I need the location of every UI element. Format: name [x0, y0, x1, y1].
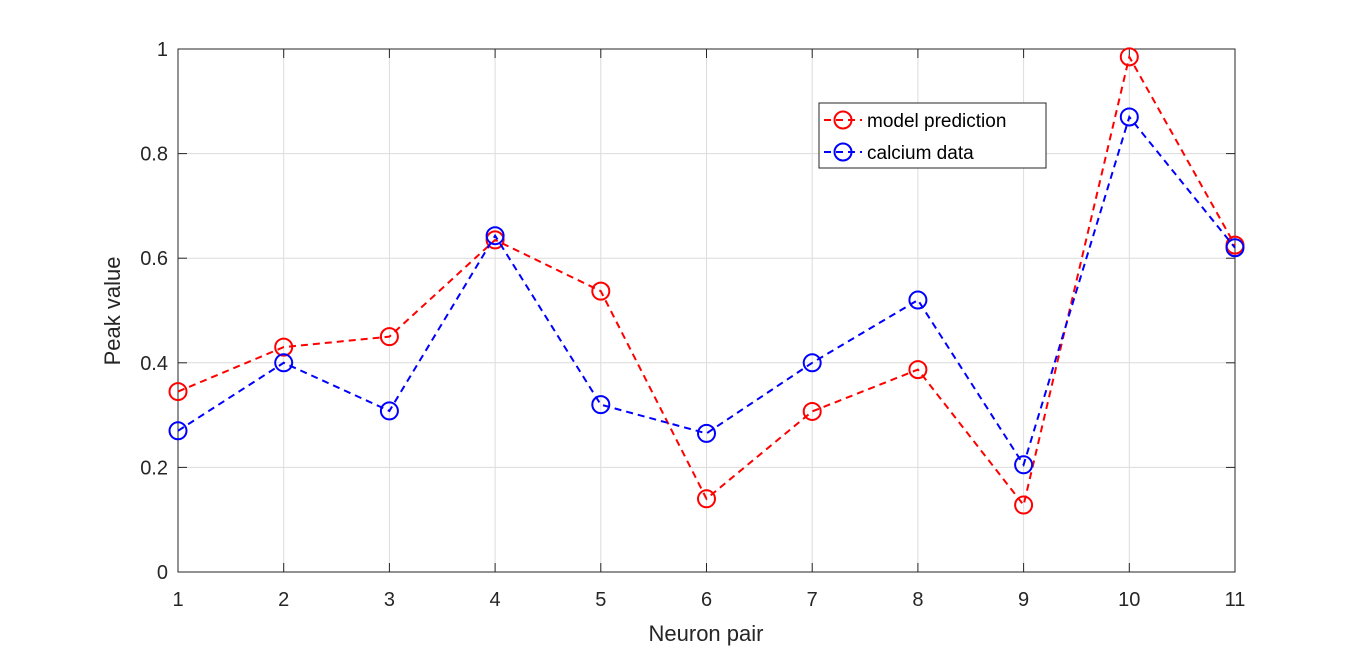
x-tick-label: 9 — [1018, 589, 1029, 611]
data-point-calcium-data — [1225, 238, 1245, 258]
y-axis-label: Peak value — [100, 257, 125, 366]
data-point-calcium-data — [485, 226, 505, 246]
data-point-model-prediction — [591, 281, 611, 301]
data-point-model-prediction — [1119, 47, 1139, 67]
axis-ticks: 1 2 3 4 5 6 7 8 9 10 11 0 0.2 0.4 0.6 0.8 1 — [140, 39, 1245, 611]
x-tick-label: 2 — [278, 589, 289, 611]
data-point-calcium-data — [802, 353, 822, 373]
data-point-calcium-data — [591, 395, 611, 415]
data-point-model-prediction — [379, 327, 399, 347]
data-point-calcium-data — [1014, 455, 1034, 475]
legend: model prediction calcium data — [818, 102, 1047, 169]
series-line-model-prediction — [177, 54, 1236, 508]
x-tick-label: 7 — [807, 589, 818, 611]
x-tick-label: 1 — [172, 589, 183, 611]
x-tick-label: 10 — [1118, 589, 1140, 611]
legend-label-model-prediction: model prediction — [867, 111, 1006, 132]
data-point-calcium-data — [908, 290, 928, 310]
data-point-calcium-data — [274, 353, 294, 373]
x-tick-label: 3 — [384, 589, 395, 611]
data-point-model-prediction — [1014, 495, 1034, 515]
legend-marker-model-prediction — [833, 110, 853, 130]
x-tick-label: 5 — [595, 589, 606, 611]
legend-label-calcium-data: calcium data — [867, 143, 974, 164]
series-group — [168, 47, 1245, 515]
y-tick-label: 0.6 — [140, 248, 168, 270]
data-point-calcium-data — [697, 423, 716, 443]
x-tick-label: 11 — [1225, 589, 1246, 611]
data-point-calcium-data — [168, 421, 188, 441]
y-tick-label: 1 — [157, 39, 168, 61]
legend-box — [818, 102, 1047, 169]
data-point-model-prediction — [697, 489, 716, 509]
data-point-model-prediction — [908, 360, 928, 380]
series-model-prediction — [168, 47, 1245, 515]
y-tick-label: 0.8 — [140, 144, 168, 166]
y-tick-label: 0 — [157, 562, 168, 584]
data-point-calcium-data — [1119, 107, 1139, 127]
data-point-model-prediction — [168, 382, 188, 402]
x-axis-label: Neuron pair — [649, 621, 764, 646]
y-tick-label: 0.4 — [140, 353, 168, 375]
legend-marker-calcium-data — [833, 142, 853, 162]
data-point-model-prediction — [802, 401, 822, 421]
x-tick-label: 8 — [912, 589, 923, 611]
y-tick-label: 0.2 — [140, 457, 168, 479]
data-point-model-prediction — [274, 337, 294, 357]
data-point-calcium-data — [379, 401, 399, 421]
series-calcium-data — [168, 107, 1245, 475]
x-tick-label: 6 — [701, 589, 712, 611]
series-line-calcium-data — [177, 114, 1236, 468]
x-tick-label: 4 — [490, 589, 501, 611]
